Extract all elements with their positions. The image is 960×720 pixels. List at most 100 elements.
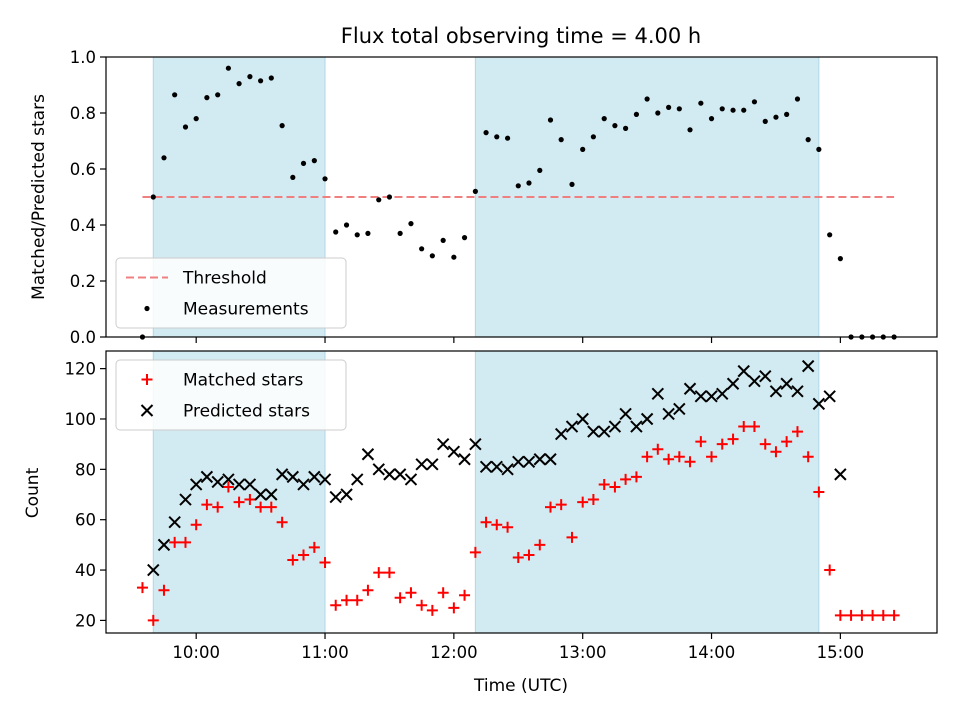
- data-point: [215, 92, 221, 98]
- data-point: [362, 584, 374, 596]
- legend-swatch: [140, 404, 154, 417]
- y-tick-label: 60: [75, 511, 96, 530]
- y-tick-label: 0.0: [70, 328, 96, 347]
- data-point: [222, 481, 234, 493]
- x-tick-label: 13:00: [559, 643, 607, 662]
- data-point: [791, 426, 803, 438]
- data-point: [136, 582, 148, 594]
- data-point: [147, 563, 160, 577]
- data-point: [694, 390, 708, 403]
- data-point: [189, 478, 203, 491]
- data-point: [255, 501, 267, 513]
- data-point: [554, 427, 568, 441]
- data-point: [311, 158, 317, 164]
- data-point: [888, 609, 900, 621]
- data-point: [737, 364, 750, 378]
- data-point: [558, 137, 564, 143]
- data-point: [673, 402, 686, 416]
- data-point: [673, 451, 685, 463]
- data-point: [781, 436, 793, 448]
- data-point: [308, 541, 320, 553]
- data-point: [759, 369, 772, 383]
- data-point: [633, 111, 640, 117]
- y-axis-title-count: Count: [23, 467, 43, 518]
- y-tick-label: 0.8: [70, 104, 96, 123]
- legend-box: [115, 257, 347, 329]
- data-point: [522, 455, 536, 468]
- data-point: [751, 99, 758, 105]
- legend-label: Threshold: [182, 269, 267, 289]
- data-point: [437, 587, 449, 599]
- data-point: [598, 478, 610, 490]
- data-point: [544, 453, 557, 466]
- data-point: [308, 470, 321, 484]
- data-point: [569, 181, 575, 187]
- data-point: [612, 123, 618, 129]
- data-point: [236, 81, 242, 87]
- data-point: [547, 117, 554, 123]
- data-point: [211, 475, 224, 489]
- data-point: [447, 445, 461, 458]
- data-point: [644, 96, 650, 102]
- series-matched-stars: [136, 421, 900, 626]
- data-point: [386, 194, 393, 200]
- data-point: [523, 549, 535, 561]
- data-point: [147, 614, 159, 626]
- data-point: [201, 499, 213, 511]
- data-point: [319, 557, 331, 568]
- y-tick-label: 0.4: [70, 216, 96, 235]
- data-point: [193, 116, 199, 122]
- data-point: [544, 501, 556, 513]
- data-point: [805, 137, 811, 143]
- data-point: [330, 599, 342, 611]
- data-point: [212, 501, 224, 513]
- data-point: [415, 458, 428, 471]
- data-point: [598, 425, 611, 438]
- observing-window-2: [474, 350, 820, 634]
- data-point: [429, 253, 435, 259]
- data-point: [716, 387, 729, 401]
- data-point: [279, 123, 285, 129]
- data-point: [232, 478, 246, 491]
- data-point: [730, 107, 736, 113]
- data-point: [877, 609, 889, 621]
- data-point: [802, 451, 814, 463]
- data-point: [652, 443, 664, 455]
- data-point: [620, 473, 632, 485]
- data-point: [587, 425, 600, 438]
- data-point: [706, 451, 718, 463]
- data-point: [555, 499, 567, 511]
- data-point: [512, 551, 524, 563]
- data-point: [397, 230, 403, 236]
- legend-label: Matched stars: [183, 371, 303, 391]
- data-point: [341, 594, 353, 606]
- data-point: [748, 375, 761, 388]
- data-point: [276, 516, 288, 528]
- data-point: [329, 490, 342, 504]
- axes-frame: [105, 350, 938, 634]
- data-point: [827, 232, 833, 238]
- data-point: [580, 146, 586, 152]
- data-point: [491, 519, 503, 531]
- data-point: [225, 65, 231, 71]
- data-point: [483, 130, 489, 136]
- data-point: [577, 496, 589, 508]
- data-point: [354, 232, 360, 238]
- data-point: [676, 106, 682, 112]
- data-point: [351, 594, 363, 606]
- data-point: [393, 468, 407, 481]
- x-tick-label: 12:00: [430, 643, 478, 662]
- data-point: [158, 584, 170, 596]
- data-point: [365, 230, 371, 236]
- data-point: [222, 473, 235, 486]
- panel-1: 0.0 0.2 0.4 0.6 0.8 1.0 Threshold Measurements: [70, 48, 938, 347]
- y-tick-label: 0.2: [70, 272, 96, 291]
- data-point: [440, 237, 446, 243]
- data-point: [845, 609, 857, 621]
- data-point: [404, 473, 418, 486]
- data-point: [663, 453, 675, 465]
- y-tick-label: 120: [65, 360, 97, 379]
- data-point: [490, 460, 503, 474]
- data-point: [157, 538, 171, 552]
